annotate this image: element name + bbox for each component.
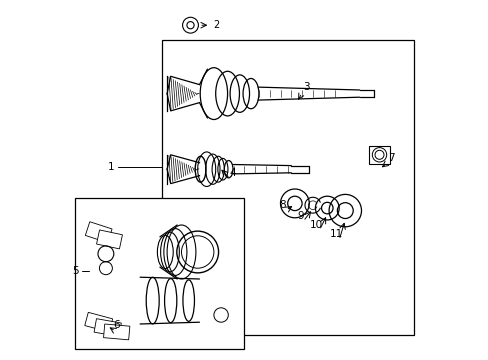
Bar (75, 198, 244, 349)
Text: 6: 6 (113, 320, 120, 330)
Bar (85, 222, 112, 243)
Text: 1: 1 (108, 162, 115, 172)
Bar (94, 319, 121, 337)
Bar (162, 40, 413, 335)
Text: 9: 9 (296, 211, 303, 221)
Text: 7: 7 (387, 153, 394, 163)
Text: 10: 10 (309, 220, 323, 230)
Bar (96, 230, 122, 249)
Text: 8: 8 (279, 199, 286, 210)
Text: 5: 5 (72, 266, 79, 276)
Bar (84, 312, 112, 332)
Text: 2: 2 (212, 20, 219, 30)
Text: 11: 11 (329, 229, 342, 239)
Text: 3: 3 (303, 82, 309, 92)
Bar (368, 146, 389, 164)
Bar (103, 324, 130, 340)
Text: 4: 4 (229, 168, 236, 178)
